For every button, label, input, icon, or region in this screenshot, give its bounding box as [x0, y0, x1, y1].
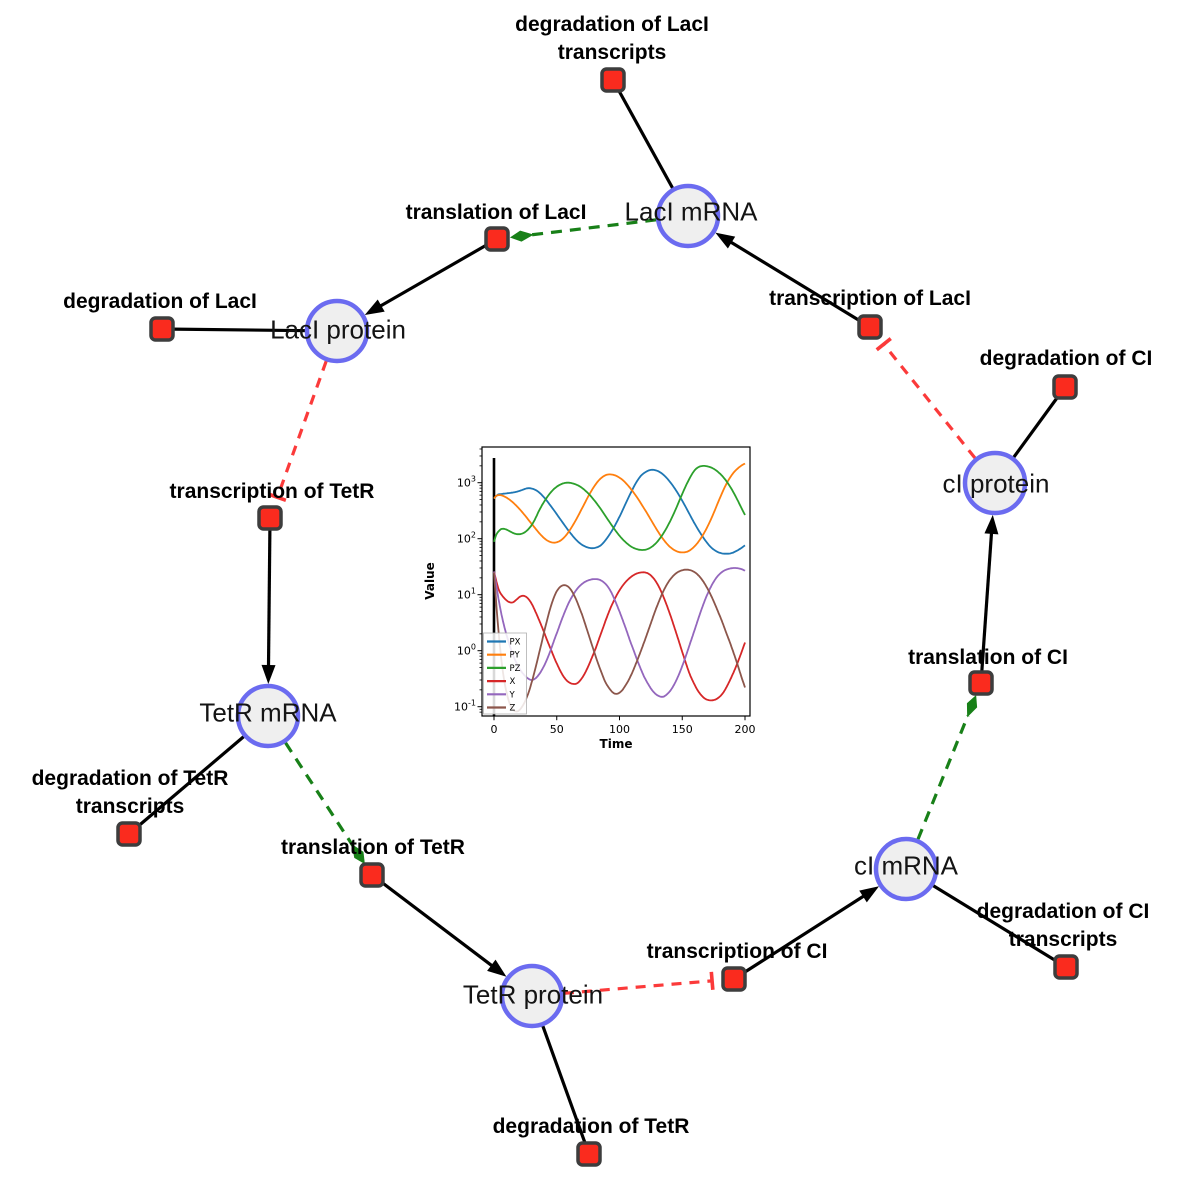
edge-laci-mrna-translation-laci — [531, 218, 657, 237]
chart-legend: PX PY PZ XYZ — [483, 632, 527, 715]
arrowhead-edge-translation-laci-laci-protein — [364, 299, 385, 316]
edge-ci-protein-transcription-laci — [882, 343, 977, 460]
y-tick-label: 101 — [457, 587, 476, 602]
edge-translation-ci-ci-protein — [979, 530, 994, 684]
species-node-ci-mrna[interactable] — [873, 836, 939, 902]
arrowhead-edge-transcription-tetr-tetr-mrna — [261, 664, 276, 685]
chart-x-axis-label: Time — [600, 737, 633, 751]
reaction-node-deg-tetr-transcripts[interactable] — [116, 821, 142, 847]
legend-label-X: X — [510, 677, 516, 687]
y-tick-label: 103 — [457, 475, 476, 490]
legend-label-Y: Y — [509, 690, 516, 700]
edge-transcription-ci-ci-mrna — [733, 893, 867, 981]
series-line-PX — [493, 468, 746, 555]
edges-group — [127, 79, 1067, 1155]
edge-tetr-protein-deg-tetr — [539, 1021, 591, 1155]
x-tick-label: 50 — [550, 723, 564, 736]
edge-transcription-tetr-tetr-mrna — [266, 517, 272, 669]
species-node-tetr-mrna[interactable] — [235, 683, 301, 749]
chart-y-axis-label: Value — [423, 562, 437, 600]
legend-label-PZ: PZ — [510, 664, 521, 674]
x-tick-label: 100 — [609, 723, 630, 736]
modifier-arrowhead-edge-laci-mrna-translation-laci — [509, 230, 534, 242]
inhibitor-bar-edge-tetr-protein-transcription-ci — [709, 971, 715, 990]
modifier-arrowhead-edge-tetr-mrna-translation-tetr — [351, 844, 365, 865]
edge-tetr-protein-transcription-ci — [563, 979, 713, 995]
series-line-PY — [493, 462, 746, 554]
reaction-node-translation-ci[interactable] — [968, 670, 994, 696]
reaction-node-deg-laci[interactable] — [149, 316, 175, 342]
edge-laci-mrna-deg-laci-transcripts — [611, 79, 676, 193]
edge-translation-tetr-tetr-protein — [371, 873, 495, 969]
reaction-node-translation-tetr[interactable] — [359, 862, 385, 888]
inhibitor-bar-edge-laci-protein-transcription-tetr — [268, 492, 287, 503]
series-line-PZ — [493, 465, 746, 551]
x-tick-label: 0 — [491, 723, 498, 736]
edge-laci-protein-deg-laci — [161, 327, 310, 333]
series-line-Y — [493, 567, 746, 698]
x-tick-label: 200 — [735, 723, 756, 736]
reaction-node-translation-laci[interactable] — [484, 226, 510, 252]
series-line-Z — [493, 568, 746, 713]
edge-laci-protein-transcription-tetr — [275, 360, 328, 498]
series-line-X — [493, 571, 746, 702]
reaction-node-deg-laci-transcripts[interactable] — [600, 67, 626, 93]
reaction-node-transcription-ci[interactable] — [721, 966, 747, 992]
inhibitor-bar-edge-ci-protein-transcription-laci — [875, 337, 892, 352]
reaction-node-deg-ci-transcripts[interactable] — [1053, 954, 1079, 980]
reaction-node-transcription-laci[interactable] — [857, 314, 883, 340]
arrowhead-edge-translation-tetr-tetr-protein — [487, 959, 507, 977]
legend-label-Z: Z — [510, 704, 516, 714]
species-node-ci-protein[interactable] — [962, 450, 1028, 516]
arrowhead-edge-transcription-ci-ci-mrna — [859, 886, 880, 903]
chart-frame — [481, 446, 751, 717]
species-node-tetr-protein[interactable] — [499, 963, 565, 1029]
legend-box — [483, 632, 527, 715]
arrowhead-edge-translation-ci-ci-protein — [984, 514, 999, 535]
legend-label-PX: PX — [510, 638, 521, 648]
legend-label-PY: PY — [510, 651, 521, 661]
x-tick-label: 150 — [672, 723, 693, 736]
edge-tetr-mrna-deg-tetr-transcripts — [127, 732, 248, 836]
species-node-laci-mrna[interactable] — [655, 183, 721, 249]
modifier-arrowhead-edge-ci-mrna-translation-ci — [966, 695, 978, 718]
reaction-node-transcription-tetr[interactable] — [257, 505, 283, 531]
y-tick-label: 10-1 — [454, 699, 476, 714]
arrowhead-edge-transcription-laci-laci-mrna — [715, 232, 736, 249]
edge-ci-mrna-deg-ci-transcripts — [929, 882, 1067, 969]
edge-transcription-laci-laci-mrna — [728, 239, 871, 329]
edge-ci-mrna-translation-ci — [916, 714, 970, 840]
chart-plot-area — [492, 458, 746, 716]
y-tick-label: 100 — [457, 643, 476, 658]
nodes-group — [116, 67, 1079, 1167]
chart-inset: 0 50 100 150 20010-1100101102103TimeValuePXP… — [423, 446, 756, 751]
reaction-node-deg-tetr[interactable] — [576, 1141, 602, 1167]
edge-translation-laci-laci-protein — [377, 237, 498, 309]
y-tick-label: 102 — [457, 531, 476, 546]
species-node-laci-protein[interactable] — [304, 298, 370, 364]
reaction-node-deg-ci[interactable] — [1052, 374, 1078, 400]
edge-tetr-mrna-translation-tetr — [284, 741, 355, 847]
